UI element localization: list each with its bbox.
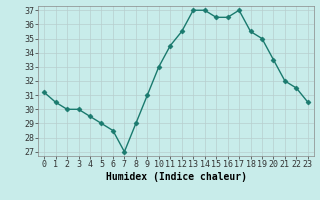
X-axis label: Humidex (Indice chaleur): Humidex (Indice chaleur) xyxy=(106,172,246,182)
